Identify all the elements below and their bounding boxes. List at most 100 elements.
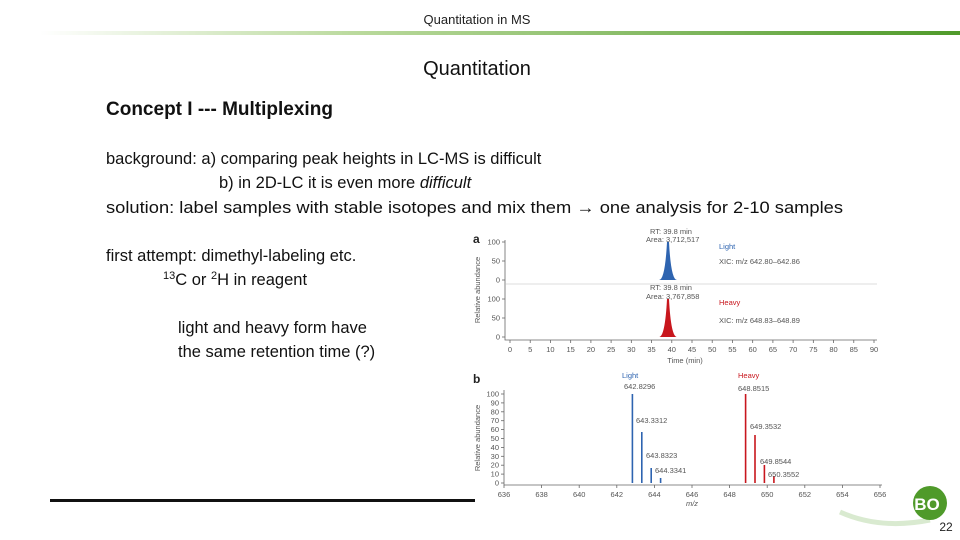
logo-circle [913, 486, 947, 520]
x-tick-label: 648 [723, 490, 736, 499]
peak-label: 644.3341 [655, 466, 686, 475]
peak-label: 649.8544 [760, 457, 791, 466]
x-tick-label: 10 [546, 345, 554, 354]
y-tick-label: 50 [491, 434, 499, 443]
text: solution: label samples with stable isot… [106, 199, 576, 217]
logo-swoosh [838, 509, 931, 527]
x-tick-label: 60 [748, 345, 756, 354]
x-tick-label: 45 [688, 345, 696, 354]
arrow: → [576, 199, 594, 217]
x-tick-label: 644 [648, 490, 661, 499]
x-tick-label: 636 [498, 490, 511, 499]
y-tick-label: 90 [491, 398, 499, 407]
x-tick-label: 75 [809, 345, 817, 354]
superscript: 13 [163, 270, 175, 282]
heavy-peak [659, 299, 677, 337]
y-tick-label: 30 [491, 452, 499, 461]
panel-label: b [473, 372, 480, 386]
x-tick-label: 5 [528, 345, 532, 354]
light-peak [659, 242, 677, 280]
subheading: Concept I --- Multiplexing [106, 99, 333, 120]
logo-text: BO [914, 495, 940, 514]
annotation: RT: 39.8 min [650, 283, 692, 292]
y-tick-label: 10 [491, 470, 499, 479]
text: C or [175, 271, 211, 289]
peak-label: 643.3312 [636, 416, 667, 425]
y-tick-label: 0 [496, 333, 500, 342]
x-tick-label: 656 [874, 490, 887, 499]
annotation: Light [719, 242, 736, 251]
footer-rule [50, 499, 475, 502]
y-tick-label: 100 [487, 295, 500, 304]
x-tick-label: 20 [587, 345, 595, 354]
page-number: 22 [939, 520, 953, 534]
annotation: RT: 39.8 min [650, 227, 692, 236]
annotation: Heavy [719, 298, 741, 307]
x-tick-label: 650 [761, 490, 774, 499]
x-tick-label: 70 [789, 345, 797, 354]
y-tick-label: 0 [496, 276, 500, 285]
x-tick-label: 30 [627, 345, 635, 354]
body-line: 13C or 2H in reagent [163, 270, 307, 289]
peak-label: 649.3532 [750, 422, 781, 431]
x-tick-label: 35 [647, 345, 655, 354]
x-tick-label: 638 [535, 490, 548, 499]
x-axis-label: m/z [686, 499, 698, 508]
x-tick-label: 80 [829, 345, 837, 354]
peak-label: 648.8515 [738, 384, 769, 393]
x-tick-label: 0 [508, 345, 512, 354]
body-line: light and heavy form have [178, 319, 367, 337]
x-tick-label: 55 [728, 345, 736, 354]
y-tick-label: 100 [487, 238, 500, 247]
peak-label: Heavy [738, 371, 760, 380]
peak-label: Light [622, 371, 639, 380]
x-tick-label: 646 [686, 490, 699, 499]
x-tick-label: 25 [607, 345, 615, 354]
heavy-sticks [744, 394, 775, 483]
italic-text: difficult [420, 174, 473, 192]
x-tick-label: 85 [850, 345, 858, 354]
x-axis-label: Time (min) [667, 356, 703, 365]
figure-panel-b: b Relative abundance Light 642.8296 643.… [473, 371, 886, 508]
y-tick-label: 60 [491, 425, 499, 434]
x-tick-label: 640 [573, 490, 586, 499]
light-sticks [631, 394, 662, 483]
heading: Quantitation [423, 58, 531, 80]
y-axis-label: Relative abundance [473, 257, 482, 323]
x-tick-label: 40 [668, 345, 676, 354]
text: H in reagent [217, 271, 307, 289]
body-line: solution: label samples with stable isot… [106, 199, 843, 217]
figure-panel-a: a Relative abundance RT: 39.8 min Area: … [473, 227, 878, 365]
y-tick-label: 70 [491, 416, 499, 425]
peak-label: 642.8296 [624, 382, 655, 391]
body-line: b) in 2D-LC it is even more difficult [219, 174, 473, 192]
body-line: the same retention time (?) [178, 343, 375, 361]
x-tick-label: 642 [611, 490, 624, 499]
x-tick-label: 65 [769, 345, 777, 354]
x-tick-label: 90 [870, 345, 878, 354]
x-tick-label: 652 [799, 490, 812, 499]
annotation: Area: 3,767,858 [646, 292, 699, 301]
header-rule [40, 31, 960, 35]
y-tick-label: 20 [491, 461, 499, 470]
superscript: 2 [211, 270, 217, 282]
panel-label: a [473, 232, 480, 246]
y-tick-label: 50 [492, 314, 500, 323]
x-tick-label: 654 [836, 490, 849, 499]
y-axis-label: Relative abundance [473, 405, 482, 471]
y-tick-label: 0 [495, 479, 499, 488]
annotation: Area: 3,712,517 [646, 235, 699, 244]
x-tick-label: 15 [566, 345, 574, 354]
y-tick-label: 100 [486, 390, 499, 399]
body-line: first attempt: dimethyl-labeling etc. [106, 247, 356, 265]
header-title: Quantitation in MS [424, 12, 531, 27]
axis [503, 390, 882, 486]
y-tick-label: 80 [491, 407, 499, 416]
peak-label: 643.8323 [646, 451, 677, 460]
y-tick-label: 50 [492, 257, 500, 266]
annotation: XIC: m/z 642.80–642.86 [719, 257, 800, 266]
annotation: XIC: m/z 648.83–648.89 [719, 316, 800, 325]
y-tick-label: 40 [491, 443, 499, 452]
text: one analysis for 2-10 samples [595, 199, 843, 217]
